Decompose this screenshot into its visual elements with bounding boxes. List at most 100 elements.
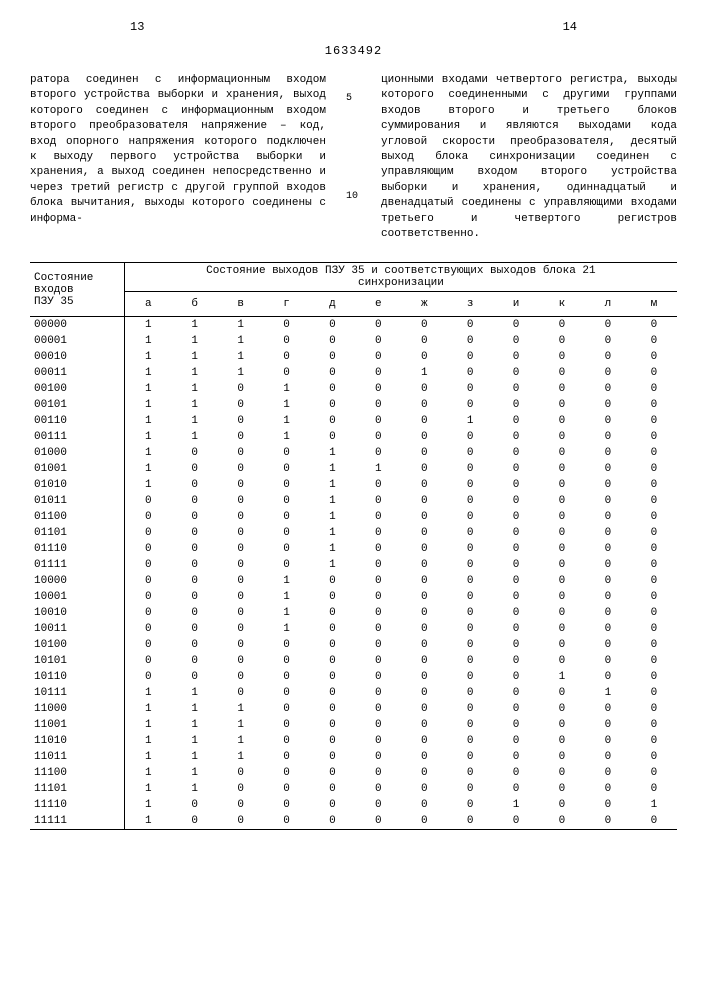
data-cell: 0	[631, 525, 677, 541]
data-cell: 0	[218, 445, 264, 461]
data-cell: 0	[631, 621, 677, 637]
data-cell: 0	[447, 461, 493, 477]
data-cell: 0	[631, 509, 677, 525]
data-cell: 0	[447, 493, 493, 509]
table-row: 01111000010000000	[30, 557, 677, 573]
input-cell: 11000	[30, 701, 124, 717]
data-cell: 0	[218, 765, 264, 781]
column-header: д	[310, 292, 356, 317]
right-column-text: ционными входами четвертого регистра, вы…	[381, 73, 677, 242]
data-cell: 0	[401, 701, 447, 717]
data-cell: 0	[493, 333, 539, 349]
table-row: 10100000000000000	[30, 637, 677, 653]
data-cell: 1	[539, 669, 585, 685]
data-cell: 0	[631, 541, 677, 557]
data-cell: 0	[631, 589, 677, 605]
table-header-title-row: Состояние входов ПЗУ 35 Состояние выходо…	[30, 263, 677, 292]
data-cell: 0	[218, 493, 264, 509]
data-cell: 0	[539, 381, 585, 397]
table-row: 00000111000000000	[30, 317, 677, 334]
data-cell: 0	[585, 349, 631, 365]
data-cell: 0	[539, 685, 585, 701]
data-cell: 0	[585, 477, 631, 493]
data-cell: 1	[310, 557, 356, 573]
data-cell: 0	[493, 477, 539, 493]
table-row: 11000111000000000	[30, 701, 677, 717]
data-cell: 0	[447, 813, 493, 830]
data-cell: 1	[124, 365, 171, 381]
input-cell: 00001	[30, 333, 124, 349]
data-cell: 0	[401, 333, 447, 349]
data-cell: 0	[493, 557, 539, 573]
data-cell: 0	[264, 557, 310, 573]
input-cell: 01110	[30, 541, 124, 557]
data-cell: 0	[493, 701, 539, 717]
data-cell: 0	[539, 765, 585, 781]
data-cell: 0	[401, 557, 447, 573]
data-cell: 0	[310, 717, 356, 733]
data-cell: 0	[264, 445, 310, 461]
data-cell: 0	[447, 509, 493, 525]
data-cell: 0	[585, 381, 631, 397]
data-cell: 0	[539, 365, 585, 381]
data-cell: 0	[218, 541, 264, 557]
data-cell: 0	[447, 589, 493, 605]
data-cell: 0	[218, 429, 264, 445]
table-row: 01000100010000000	[30, 445, 677, 461]
data-cell: 0	[585, 621, 631, 637]
data-cell: 0	[585, 365, 631, 381]
data-cell: 1	[124, 797, 171, 813]
data-cell: 0	[310, 621, 356, 637]
column-header: к	[539, 292, 585, 317]
data-cell: 0	[585, 797, 631, 813]
data-cell: 0	[264, 541, 310, 557]
data-cell: 0	[218, 397, 264, 413]
input-cell: 01100	[30, 509, 124, 525]
data-cell: 0	[539, 317, 585, 334]
table-row: 11010111000000000	[30, 733, 677, 749]
data-cell: 0	[539, 413, 585, 429]
data-cell: 0	[172, 573, 218, 589]
data-cell: 0	[447, 445, 493, 461]
data-cell: 0	[631, 733, 677, 749]
input-header: Состояние входов ПЗУ 35	[30, 263, 124, 317]
data-cell: 0	[310, 381, 356, 397]
data-cell: 0	[447, 333, 493, 349]
table-row: 01101000010000000	[30, 525, 677, 541]
table-row: 00101110100000000	[30, 397, 677, 413]
data-cell: 1	[172, 333, 218, 349]
data-cell: 0	[124, 541, 171, 557]
data-cell: 0	[172, 525, 218, 541]
data-cell: 0	[264, 653, 310, 669]
table-row: 01011000010000000	[30, 493, 677, 509]
data-cell: 1	[172, 349, 218, 365]
data-cell: 0	[585, 541, 631, 557]
data-cell: 0	[585, 669, 631, 685]
data-cell: 0	[172, 477, 218, 493]
data-cell: 1	[310, 493, 356, 509]
data-cell: 0	[401, 381, 447, 397]
input-cell: 10000	[30, 573, 124, 589]
data-cell: 0	[172, 589, 218, 605]
column-header: л	[585, 292, 631, 317]
table-row: 10111110000000010	[30, 685, 677, 701]
data-cell: 0	[631, 637, 677, 653]
data-cell: 0	[493, 509, 539, 525]
page-numbers: 13 14	[30, 20, 677, 34]
data-cell: 0	[401, 685, 447, 701]
data-cell: 0	[631, 445, 677, 461]
table-row: 00011111000100000	[30, 365, 677, 381]
data-cell: 0	[401, 541, 447, 557]
data-cell: 1	[264, 621, 310, 637]
data-cell: 0	[124, 637, 171, 653]
data-cell: 0	[493, 541, 539, 557]
data-cell: 0	[493, 685, 539, 701]
data-cell: 0	[539, 477, 585, 493]
data-cell: 0	[585, 781, 631, 797]
data-cell: 0	[218, 413, 264, 429]
data-cell: 0	[355, 797, 401, 813]
data-cell: 0	[585, 445, 631, 461]
table-column-headers: абвгдежзиклм	[30, 292, 677, 317]
data-cell: 0	[264, 509, 310, 525]
data-cell: 0	[447, 525, 493, 541]
